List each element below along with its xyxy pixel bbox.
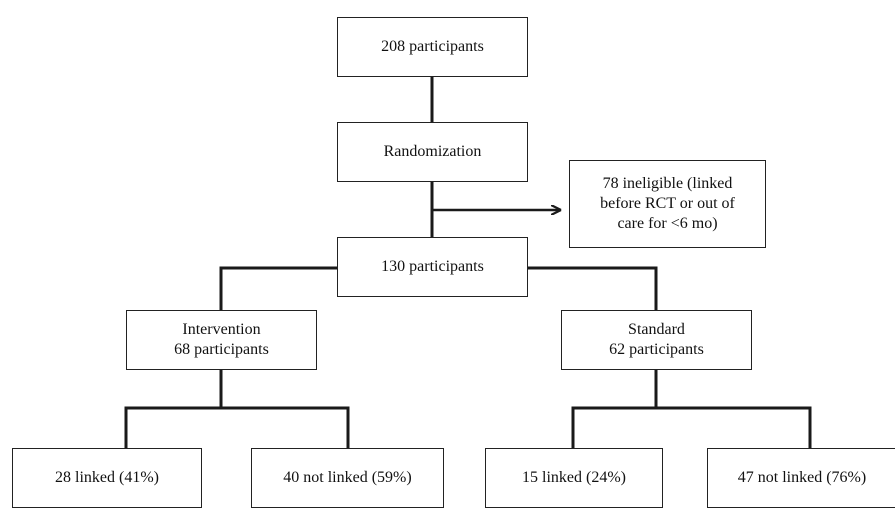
standard-group-count: 62 participants xyxy=(609,341,704,358)
excluded-line-3: care for <6 mo) xyxy=(617,215,718,232)
eligible-participants-box: 130 participants xyxy=(337,237,528,297)
eligible-participants-label: 130 participants xyxy=(381,258,484,275)
excluded-line-2: before RCT or out of xyxy=(600,195,735,212)
intervention-group-name: Intervention xyxy=(182,321,261,338)
excluded-line-1: 78 ineligible (linked xyxy=(602,175,733,192)
standard-linked-label: 15 linked (24%) xyxy=(522,469,626,486)
intervention-box: Intervention 68 participants xyxy=(126,310,317,370)
randomization-box: Randomization xyxy=(337,122,528,182)
top-participants-box: 208 participants xyxy=(337,17,528,77)
standard-group-name: Standard xyxy=(628,321,685,338)
intervention-linked-label: 28 linked (41%) xyxy=(55,469,159,486)
intervention-not-linked-label: 40 not linked (59%) xyxy=(283,469,412,486)
randomization-label: Randomization xyxy=(383,143,482,160)
intervention-group-count: 68 participants xyxy=(174,341,269,358)
intervention-not-linked-box: 40 not linked (59%) xyxy=(251,448,444,508)
excluded-box: 78 ineligible (linked before RCT or out … xyxy=(569,160,766,248)
standard-not-linked-label: 47 not linked (76%) xyxy=(737,469,867,486)
top-participants-label: 208 participants xyxy=(381,38,484,55)
standard-box: Standard 62 participants xyxy=(561,310,752,370)
intervention-linked-box: 28 linked (41%) xyxy=(12,448,202,508)
standard-not-linked-box: 47 not linked (76%) xyxy=(707,448,895,508)
standard-linked-box: 15 linked (24%) xyxy=(485,448,663,508)
